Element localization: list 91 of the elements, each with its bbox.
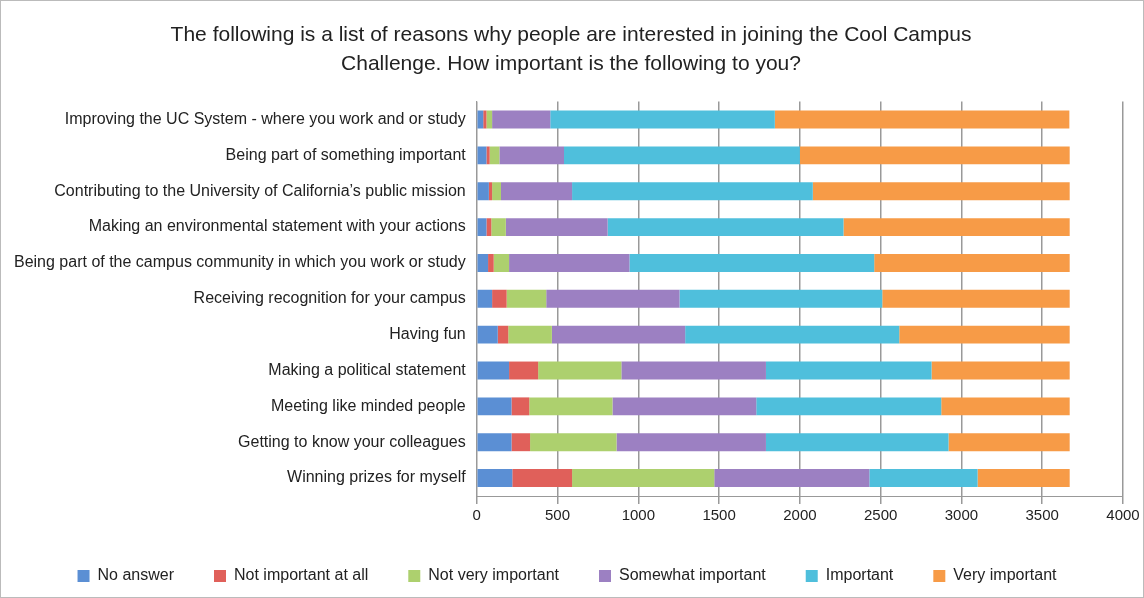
bar [977,469,1070,488]
y-tick-label: Meeting like minded people [270,396,466,414]
bar [572,469,715,488]
bar [477,218,487,237]
bar [511,433,531,452]
legend-label: Somewhat important [619,566,767,584]
y-tick-label: Making a political statement [268,360,467,378]
bar [612,397,757,416]
bar [477,182,489,201]
y-tick-label: Making an environmental statement with your actions [88,217,466,235]
bar [477,289,493,308]
x-tick-label: 4000 [1106,506,1140,524]
bar [511,397,530,416]
bar [477,361,510,380]
bar [488,253,494,272]
bar [882,289,1070,308]
legend-label: No answer [97,566,175,584]
bar [941,397,1070,416]
bar [477,253,489,272]
y-tick-label: Getting to know your colleagues [238,432,466,450]
bar [774,110,1070,129]
y-tick-label: Contributing to the University of California’s public mission [54,181,466,199]
bar [477,469,513,488]
bar [497,325,509,344]
bar [572,182,813,201]
bar [489,146,500,165]
bar [488,182,493,201]
bar [685,325,900,344]
bar [564,146,800,165]
bar [546,289,680,308]
x-tick-label: 0 [472,506,481,524]
bar [529,397,613,416]
y-tick-label: Having fun [389,325,466,343]
y-tick-label: Being part of the campus community in which you work or study [13,253,466,271]
bar [551,325,686,344]
bar [491,218,506,237]
x-tick-label: 3000 [944,506,979,524]
bar [477,433,512,452]
x-tick-label: 1500 [702,506,736,524]
x-tick-label: 3500 [1025,506,1059,524]
bar [500,182,573,201]
bar [492,182,501,201]
bar [869,469,978,488]
bar [486,218,492,237]
x-tick-label: 2500 [863,506,898,524]
bar [493,253,510,272]
bar [931,361,1070,380]
x-tick-label: 1000 [621,506,656,524]
y-tick-label: Improving the UC System - where you work and or study [64,109,466,127]
bar [499,146,564,165]
bar [492,110,551,129]
legend-label: Not important at all [234,566,369,584]
bar [486,146,490,165]
bar [477,146,487,165]
bar [899,325,1070,344]
bar [477,397,512,416]
bar [607,218,844,237]
bar [616,433,766,452]
x-tick-label: 2000 [783,506,817,524]
bar [621,361,766,380]
bar [714,469,870,488]
bar [756,397,942,416]
bar [530,433,617,452]
legend-label: Not very important [428,566,560,584]
chart-title: The following is a list of reasons why people are interested in joining the Cool Campus Challenge. How important is the following to you? [169,21,973,76]
bar [538,361,622,380]
bar [509,361,539,380]
bar [512,469,573,488]
legend-label: Very important [953,566,1058,584]
bar [629,253,875,272]
bar [765,361,932,380]
y-tick-label: Being part of something important [225,145,467,163]
bar [486,110,493,129]
bar [550,110,775,129]
bar [799,146,1070,165]
bar [505,218,608,237]
bar [508,325,552,344]
bar [843,218,1070,237]
x-tick-label: 500 [545,506,571,524]
bar [509,253,630,272]
bar [812,182,1070,201]
bar [874,253,1070,272]
y-tick-label: Winning prizes for myself [287,468,467,486]
bar [506,289,547,308]
y-tick-label: Receiving recognition for your campus [193,289,466,307]
bar [948,433,1070,452]
legend-label: Important [825,566,894,584]
bar [492,289,507,308]
bar [477,325,498,344]
bar [679,289,883,308]
bar [765,433,949,452]
